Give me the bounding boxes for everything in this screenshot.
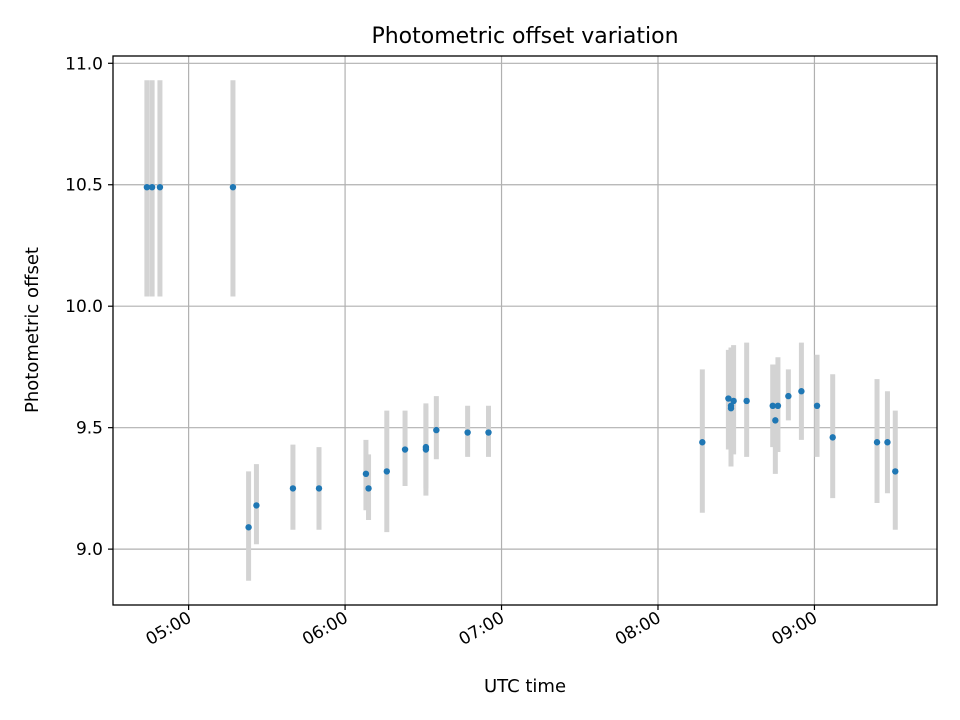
y-axis-ticks: 9.0 9.5 10.0 10.5 11.0 <box>65 54 113 560</box>
x-axis-label: UTC time <box>484 676 566 697</box>
data-point <box>798 388 805 395</box>
y-tick-label: 10.5 <box>65 176 103 196</box>
data-point <box>383 468 390 475</box>
data-point <box>873 439 881 446</box>
y-tick-label: 10.0 <box>65 297 103 317</box>
data-point <box>485 429 492 436</box>
data-point <box>772 417 779 424</box>
data-point <box>422 443 430 451</box>
y-tick-label: 9.0 <box>76 540 103 560</box>
data-point <box>785 392 792 400</box>
data-point <box>253 502 260 509</box>
plot-frame <box>112 55 938 606</box>
data-point <box>315 485 323 492</box>
y-axis-label: Photometric offset <box>22 247 43 413</box>
y-tick-label: 9.5 <box>76 419 103 439</box>
data-point <box>464 429 471 436</box>
data-point <box>143 183 151 191</box>
data-point <box>884 439 891 446</box>
data-points <box>143 183 899 531</box>
data-point <box>813 402 821 410</box>
data-point <box>365 485 372 492</box>
data-point <box>725 395 732 402</box>
data-point <box>699 439 706 446</box>
plot-area <box>113 56 937 605</box>
data-point <box>362 470 370 478</box>
data-point <box>289 485 297 492</box>
data-point <box>829 434 836 441</box>
data-point <box>743 397 750 405</box>
data-point <box>433 426 440 434</box>
data-point <box>727 402 735 410</box>
data-point <box>769 402 776 410</box>
data-point <box>730 397 737 405</box>
data-point <box>245 524 252 531</box>
data-point <box>229 183 237 191</box>
data-point <box>401 446 409 453</box>
data-point <box>774 402 782 410</box>
chart-title: Photometric offset variation <box>371 24 678 49</box>
data-point <box>892 468 899 475</box>
data-point <box>148 183 156 191</box>
data-point <box>156 183 164 191</box>
y-tick-label: 11.0 <box>65 54 103 74</box>
